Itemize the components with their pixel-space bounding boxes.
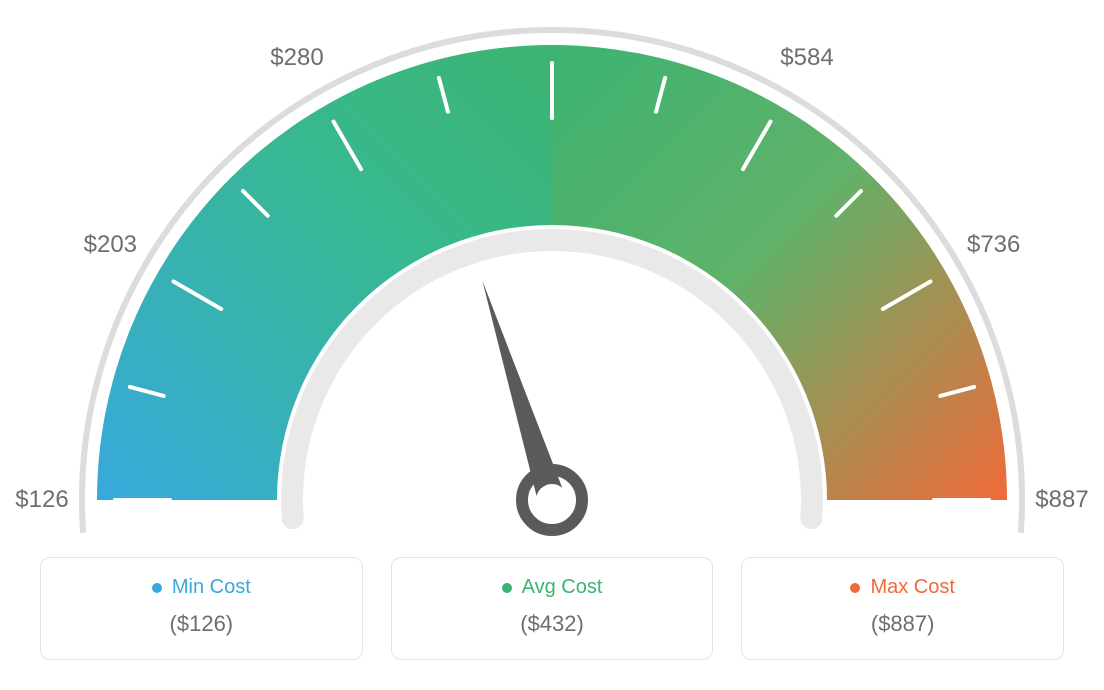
legend-value: ($887) bbox=[742, 611, 1063, 637]
gauge-scale-label: $584 bbox=[780, 44, 833, 72]
gauge-scale-label: $736 bbox=[967, 231, 1020, 259]
legend-row: Min Cost ($126) Avg Cost ($432) Max Cost… bbox=[40, 557, 1064, 660]
gauge-scale-label: $432 bbox=[525, 0, 578, 4]
legend-dot-icon bbox=[152, 583, 162, 593]
legend-label: Min Cost bbox=[172, 576, 251, 599]
legend-dot-icon bbox=[850, 583, 860, 593]
legend-card-min: Min Cost ($126) bbox=[40, 557, 363, 660]
legend-title-max: Max Cost bbox=[850, 576, 954, 599]
legend-label: Avg Cost bbox=[522, 576, 603, 599]
legend-value: ($432) bbox=[392, 611, 713, 637]
gauge-scale-label: $280 bbox=[270, 44, 323, 72]
gauge-svg bbox=[0, 0, 1104, 560]
gauge-scale-label: $203 bbox=[84, 231, 137, 259]
legend-label: Max Cost bbox=[870, 576, 954, 599]
legend-title-avg: Avg Cost bbox=[502, 576, 603, 599]
gauge-chart: $126 $203 $280 $432 $584 $736 $887 bbox=[0, 0, 1104, 560]
legend-title-min: Min Cost bbox=[152, 576, 251, 599]
legend-value: ($126) bbox=[41, 611, 362, 637]
legend-card-avg: Avg Cost ($432) bbox=[391, 557, 714, 660]
gauge-scale-label: $887 bbox=[1035, 486, 1088, 514]
legend-dot-icon bbox=[502, 583, 512, 593]
legend-card-max: Max Cost ($887) bbox=[741, 557, 1064, 660]
gauge-scale-label: $126 bbox=[15, 486, 68, 514]
